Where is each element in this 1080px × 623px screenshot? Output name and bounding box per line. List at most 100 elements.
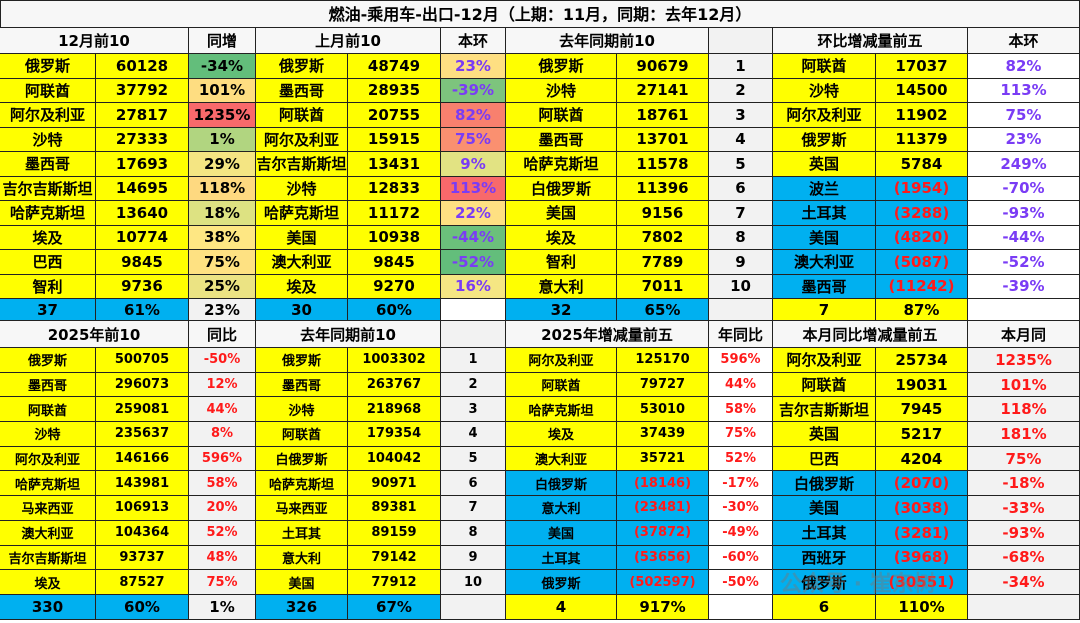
value-cell: 8% [189, 422, 256, 447]
value-cell: 37792 [96, 78, 189, 103]
total-cell: 4 [506, 594, 617, 620]
value-cell: 75% [189, 570, 256, 595]
value-cell: 181% [968, 422, 1080, 447]
country-cell: 阿尔及利亚 [506, 348, 617, 373]
value-cell: 13431 [348, 152, 441, 177]
value-cell: 16% [441, 274, 506, 299]
value-cell: (11242) [876, 274, 968, 299]
value-cell: -70% [968, 176, 1080, 201]
column-header: 2025年增减量前五 [506, 321, 709, 348]
value-cell: 37439 [617, 422, 709, 447]
value-cell: 82% [968, 54, 1080, 79]
country-cell: 意大利 [506, 274, 617, 299]
column-header: 本月同比增减量前五 [773, 321, 968, 348]
column-header: 年同比 [709, 321, 773, 348]
value-cell: -44% [968, 225, 1080, 250]
value-cell: -34% [189, 54, 256, 79]
country-cell: 马来西亚 [256, 496, 348, 521]
value-cell: 35721 [617, 446, 709, 472]
total-cell [968, 594, 1080, 620]
country-cell: 意大利 [256, 545, 348, 571]
total-cell: 65% [617, 299, 709, 321]
total-cell: 326 [256, 594, 348, 620]
country-cell: 白俄罗斯 [506, 176, 617, 201]
value-cell: 106913 [96, 496, 189, 521]
country-cell: 吉尔吉斯斯坦 [0, 545, 96, 571]
country-cell: 土耳其 [773, 201, 876, 226]
rank-cell: 7 [709, 201, 773, 226]
value-cell: 596% [709, 348, 773, 373]
country-cell: 俄罗斯 [773, 570, 876, 595]
value-cell: (23481) [617, 496, 709, 521]
value-cell: 11578 [617, 152, 709, 177]
value-cell: 5784 [876, 152, 968, 177]
rank-cell: 8 [709, 225, 773, 250]
country-cell: 哈萨克斯坦 [256, 201, 348, 226]
column-header: 2025年前10 [0, 321, 189, 348]
value-cell: 125170 [617, 348, 709, 373]
total-cell: 110% [876, 594, 968, 620]
value-cell: 4204 [876, 446, 968, 472]
value-cell: 82% [441, 103, 506, 128]
value-cell: 89381 [348, 496, 441, 521]
value-cell: -50% [709, 570, 773, 595]
total-cell [709, 594, 773, 620]
value-cell: -39% [968, 274, 1080, 299]
rank-cell: 5 [441, 446, 506, 472]
total-cell: 87% [876, 299, 968, 321]
country-cell: 沙特 [256, 397, 348, 423]
value-cell: 9270 [348, 274, 441, 299]
total-cell [441, 299, 506, 321]
value-cell: 90971 [348, 471, 441, 497]
value-cell: 52% [709, 446, 773, 472]
value-cell: -93% [968, 520, 1080, 546]
total-cell: 37 [0, 299, 96, 321]
total-cell: 32 [506, 299, 617, 321]
total-cell: 917% [617, 594, 709, 620]
value-cell: 12833 [348, 176, 441, 201]
country-cell: 土耳其 [256, 520, 348, 546]
total-cell: 60% [348, 299, 441, 321]
value-cell: 14695 [96, 176, 189, 201]
country-cell: 墨西哥 [0, 152, 96, 177]
value-cell: 14500 [876, 78, 968, 103]
value-cell: -49% [709, 520, 773, 546]
value-cell: 104364 [96, 520, 189, 546]
total-cell: 30 [256, 299, 348, 321]
value-cell: 22% [441, 201, 506, 226]
country-cell: 阿联酋 [0, 78, 96, 103]
value-cell: 29% [189, 152, 256, 177]
total-cell: 6 [773, 594, 876, 620]
rank-cell: 9 [709, 250, 773, 275]
country-cell: 西班牙 [773, 545, 876, 571]
country-cell: 土耳其 [506, 545, 617, 571]
country-cell: 白俄罗斯 [773, 471, 876, 497]
country-cell: 英国 [773, 422, 876, 447]
value-cell: 28935 [348, 78, 441, 103]
country-cell: 沙特 [256, 176, 348, 201]
value-cell: -60% [709, 545, 773, 571]
value-cell: 143981 [96, 471, 189, 497]
column-header: 环比增减量前五 [773, 28, 968, 54]
sheet-title: 燃油-乘用车-出口-12月（上期：11月，同期：去年12月） [0, 0, 1080, 28]
value-cell: -52% [968, 250, 1080, 275]
value-cell: (5087) [876, 250, 968, 275]
value-cell: 13640 [96, 201, 189, 226]
value-cell: 5217 [876, 422, 968, 447]
country-cell: 沙特 [506, 78, 617, 103]
value-cell: 146166 [96, 446, 189, 472]
value-cell: (4820) [876, 225, 968, 250]
country-cell: 巴西 [0, 250, 96, 275]
value-cell: 90679 [617, 54, 709, 79]
total-cell: 60% [96, 594, 189, 620]
country-cell: 阿联酋 [256, 422, 348, 447]
country-cell: 墨西哥 [256, 372, 348, 398]
value-cell: 48749 [348, 54, 441, 79]
country-cell: 俄罗斯 [256, 348, 348, 373]
country-cell: 阿联酋 [506, 372, 617, 398]
column-header [709, 28, 773, 54]
rank-cell: 4 [709, 127, 773, 152]
country-cell: 吉尔吉斯斯坦 [0, 176, 96, 201]
country-cell: 阿尔及利亚 [773, 348, 876, 373]
